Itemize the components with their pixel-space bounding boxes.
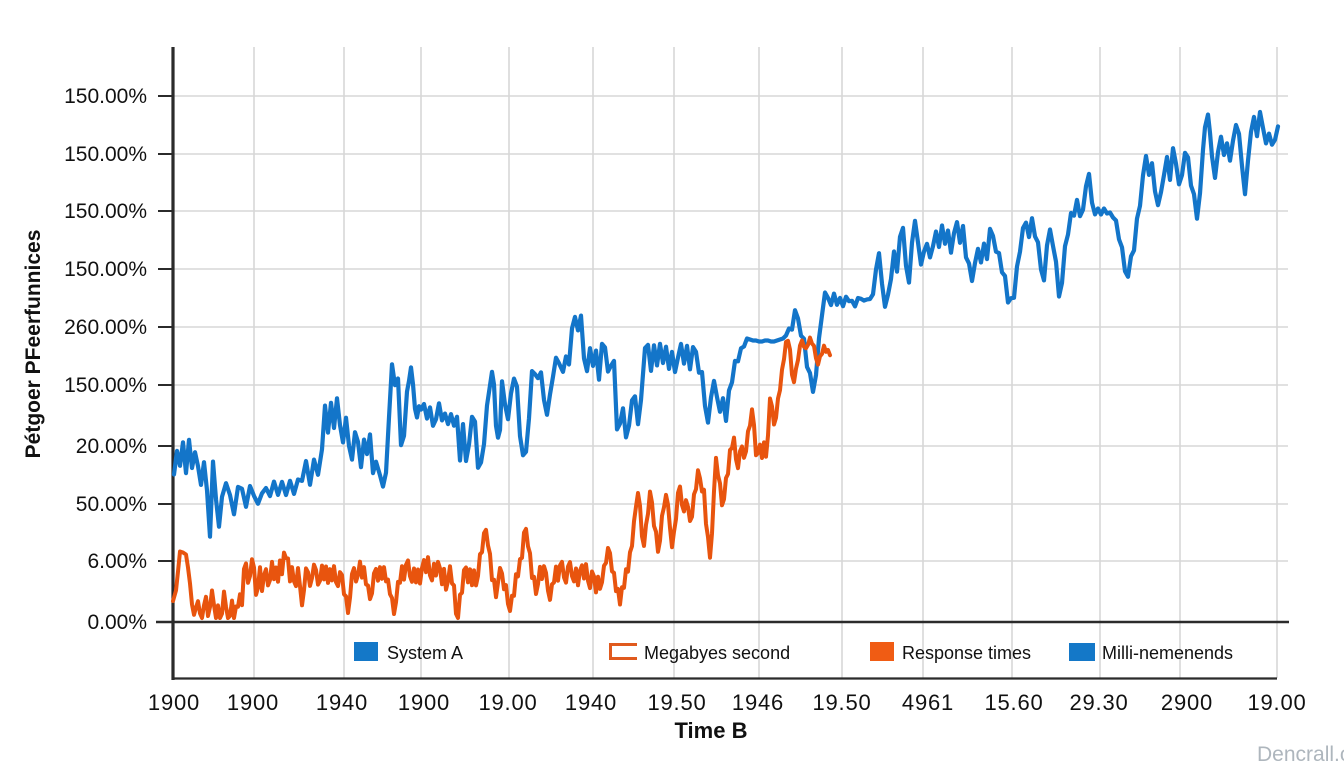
svg-text:1940: 1940	[316, 690, 368, 715]
svg-text:4961: 4961	[902, 690, 954, 715]
svg-text:1946: 1946	[732, 690, 784, 715]
svg-text:0.00%: 0.00%	[87, 611, 147, 634]
svg-text:260.00%: 260.00%	[64, 316, 147, 339]
svg-text:6.00%: 6.00%	[87, 550, 147, 573]
svg-text:1900: 1900	[148, 690, 200, 715]
svg-text:150.00%: 150.00%	[64, 374, 147, 397]
svg-text:2900: 2900	[1161, 690, 1213, 715]
svg-text:1940: 1940	[565, 690, 617, 715]
svg-text:150.00%: 150.00%	[64, 143, 147, 166]
svg-text:19.50: 19.50	[647, 690, 706, 715]
svg-text:20.00%: 20.00%	[76, 435, 147, 458]
svg-text:Time B: Time B	[675, 718, 748, 743]
svg-text:19.00: 19.00	[1247, 690, 1306, 715]
svg-text:15.60: 15.60	[984, 690, 1043, 715]
svg-text:50.00%: 50.00%	[76, 493, 147, 516]
svg-text:19.50: 19.50	[812, 690, 871, 715]
svg-text:1900: 1900	[398, 690, 450, 715]
svg-text:19.00: 19.00	[478, 690, 537, 715]
svg-text:150.00%: 150.00%	[64, 200, 147, 223]
svg-text:Megabyes second: Megabyes second	[644, 643, 790, 663]
svg-text:1900: 1900	[227, 690, 279, 715]
svg-text:150.00%: 150.00%	[64, 258, 147, 281]
svg-text:Pétgoer PFeerfunnices: Pétgoer PFeerfunnices	[22, 230, 45, 459]
svg-text:29.30: 29.30	[1069, 690, 1128, 715]
svg-text:Response times: Response times	[902, 643, 1031, 663]
svg-text:Dencrall.co: Dencrall.co	[1257, 743, 1344, 766]
svg-text:Milli-nemenends: Milli-nemenends	[1102, 643, 1233, 663]
svg-text:150.00%: 150.00%	[64, 85, 147, 108]
svg-text:System A: System A	[387, 643, 463, 663]
